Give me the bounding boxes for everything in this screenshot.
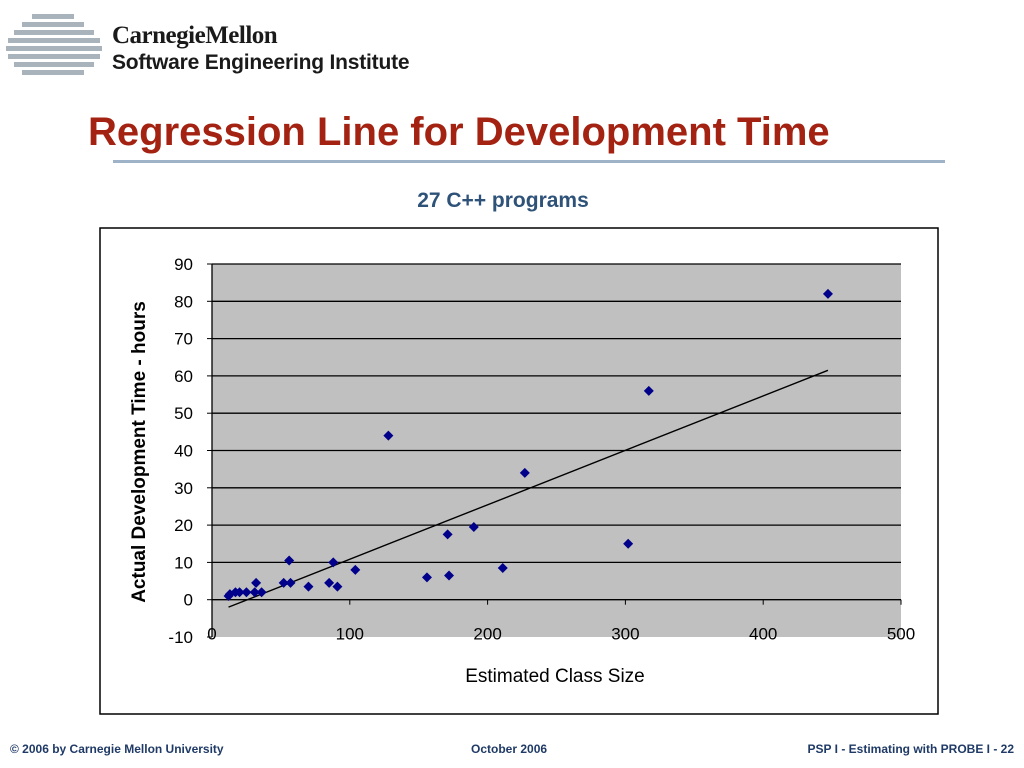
data-point [519,467,530,478]
data-point [421,572,432,583]
data-point [328,557,339,568]
footer-course: PSP I - Estimating with PROBE I - 22 [807,742,1014,756]
y-tick-label: 0 [184,591,193,610]
data-point [278,577,289,588]
y-tick-label: 90 [174,255,193,274]
y-tick-label: 60 [174,367,193,386]
x-tick-label: 0 [207,625,216,644]
x-axis-label: Estimated Class Size [465,666,645,687]
data-point [285,577,296,588]
x-tick-label: 300 [611,625,639,644]
data-point [284,555,295,566]
data-point [468,521,479,532]
institute-name: Software Engineering Institute [112,51,410,74]
y-axis-label: Actual Development Time - hours [129,301,150,603]
x-tick-label: 100 [336,625,364,644]
y-tick-label: 80 [174,292,193,311]
tick-labels: -10 0 10 20 30 40 50 60 70 80 90 0 100 200 300 400 500 [168,255,915,647]
y-tick-label: -10 [168,628,193,647]
sei-logo: CarnegieMellon Software Engineering Inst… [2,14,462,78]
chart-title: 27 C++ programs [417,189,589,212]
sei-striped-globe-icon [6,14,102,75]
data-points [223,288,833,601]
data-point [623,538,634,549]
y-tick-label: 50 [174,404,193,423]
x-tick-label: 500 [887,625,915,644]
y-tick-label: 30 [174,479,193,498]
data-point [332,581,343,592]
data-point [241,587,252,598]
y-tick-label: 20 [174,516,193,535]
data-point [324,577,335,588]
org-name: CarnegieMellon [112,22,278,49]
data-point [442,529,453,540]
axes [207,263,902,638]
regression-line [228,369,829,608]
x-tick-label: 400 [749,625,777,644]
data-point [303,581,314,592]
data-point [249,587,260,598]
gridlines [212,263,901,564]
data-point [350,564,361,575]
slide-title: Regression Line for Development Time [88,110,830,154]
data-point [822,288,833,299]
data-point [234,587,245,598]
y-tick-label: 70 [174,330,193,349]
footer-date: October 2006 [471,742,548,756]
data-point [444,570,455,581]
data-point [256,587,267,598]
y-tick-label: 40 [174,442,193,461]
footer-copyright: © 2006 by Carnegie Mellon University [10,742,224,756]
title-divider [113,160,945,163]
data-point [643,385,654,396]
data-point [497,562,508,573]
y-tick-label: 10 [174,553,193,572]
data-point [383,430,394,441]
data-point [251,577,262,588]
x-tick-label: 200 [473,625,501,644]
